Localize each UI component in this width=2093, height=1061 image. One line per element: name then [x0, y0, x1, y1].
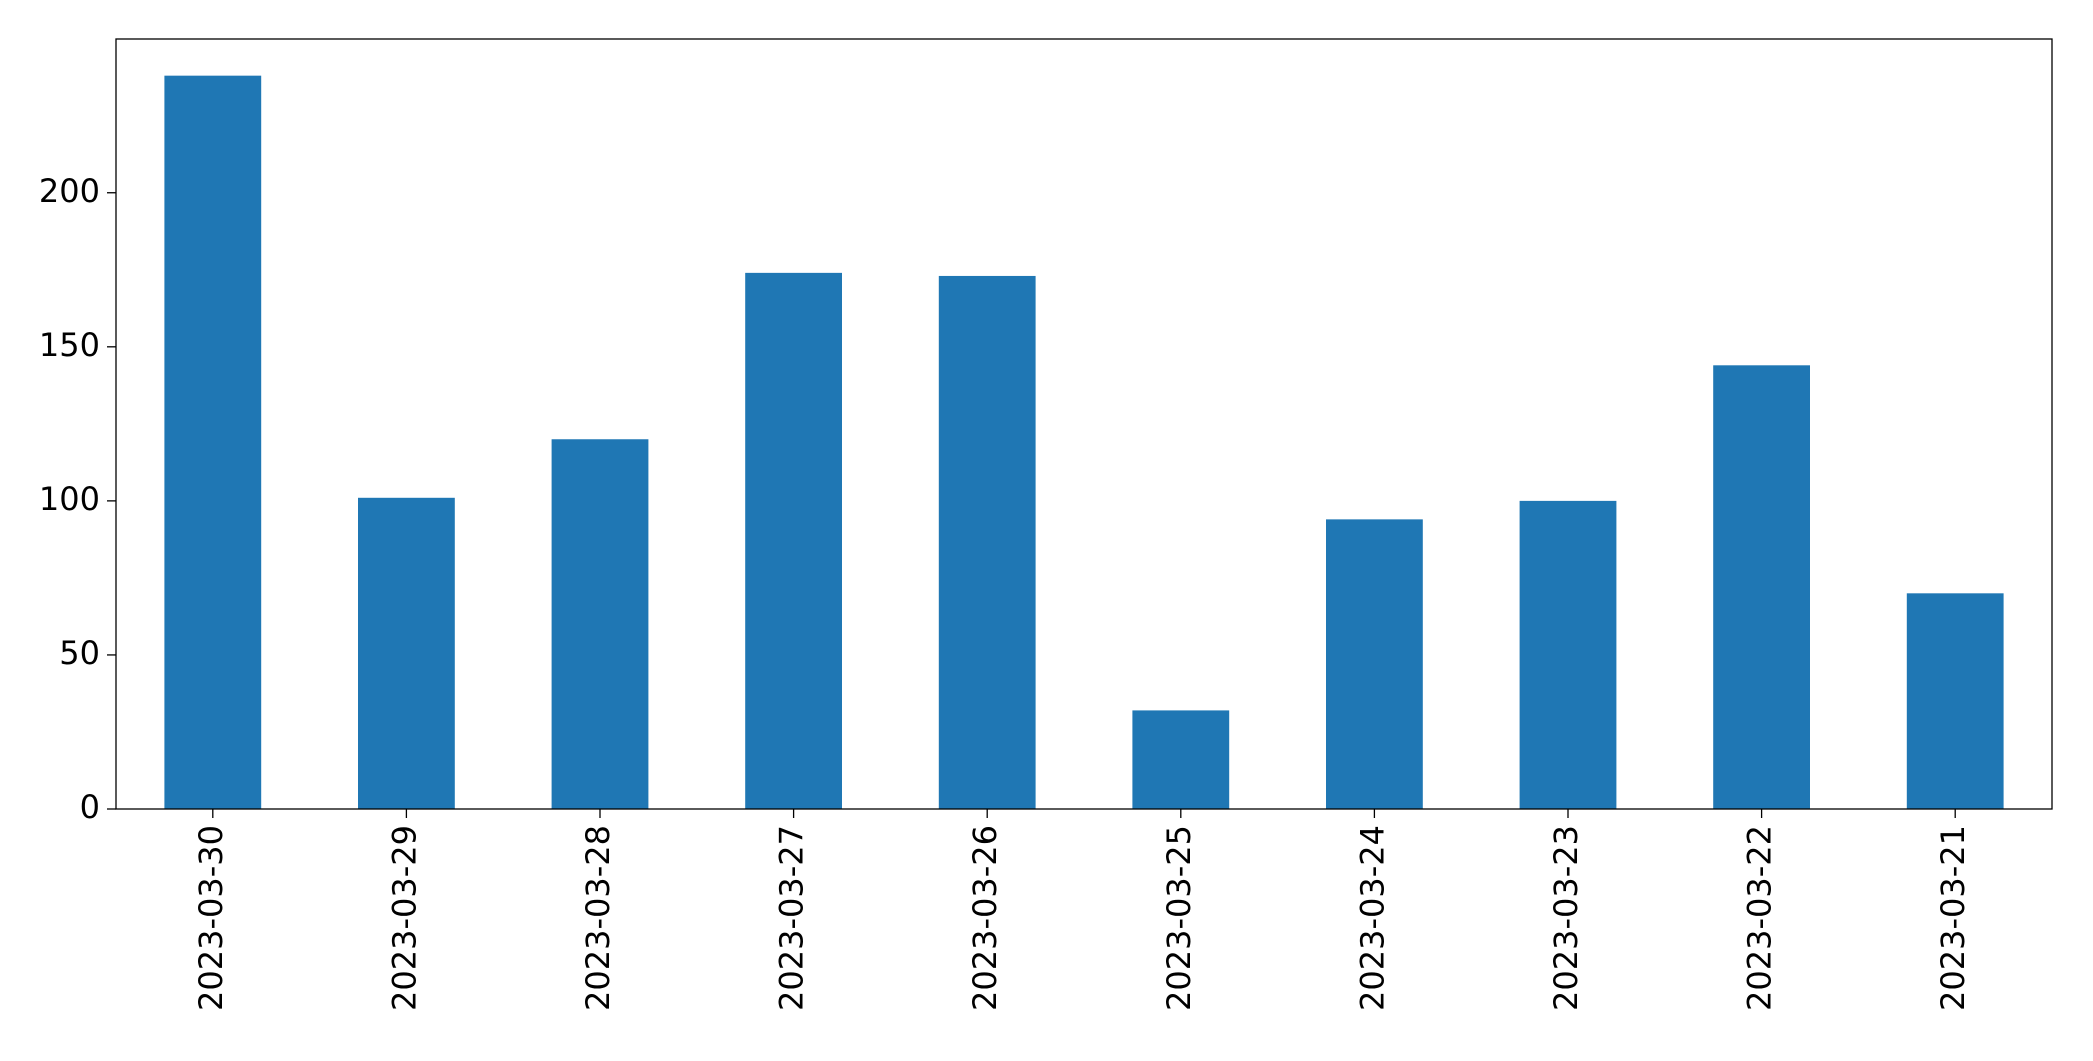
bar	[1713, 365, 1810, 809]
bar	[1519, 500, 1617, 809]
x-tick-label: 2023-03-28	[579, 825, 617, 1011]
bar	[1906, 593, 2004, 809]
axes-frame	[115, 38, 2053, 810]
x-tick-label: 2023-03-27	[773, 825, 811, 1011]
x-tick-label: 2023-03-24	[1353, 825, 1391, 1011]
x-tick-label: 2023-03-25	[1160, 825, 1198, 1011]
bar	[938, 275, 1036, 809]
bar	[1132, 710, 1230, 809]
x-tick-label: 2023-03-30	[192, 825, 230, 1011]
y-tick-label: 200	[39, 172, 100, 210]
y-tick-label: 150	[39, 326, 100, 364]
bar	[745, 272, 842, 809]
bar	[1326, 519, 1423, 809]
bar	[358, 497, 455, 809]
y-tick-label: 50	[59, 634, 100, 672]
bar	[551, 439, 649, 809]
x-tick-label: 2023-03-22	[1741, 825, 1779, 1011]
x-tick-label: 2023-03-29	[385, 825, 423, 1011]
y-tick-label: 100	[39, 480, 100, 518]
x-tick-label: 2023-03-26	[966, 825, 1004, 1011]
bar	[164, 75, 262, 809]
y-tick-label: 0	[80, 788, 100, 826]
x-tick-label: 2023-03-21	[1934, 825, 1972, 1011]
x-tick-label: 2023-03-23	[1547, 825, 1585, 1011]
